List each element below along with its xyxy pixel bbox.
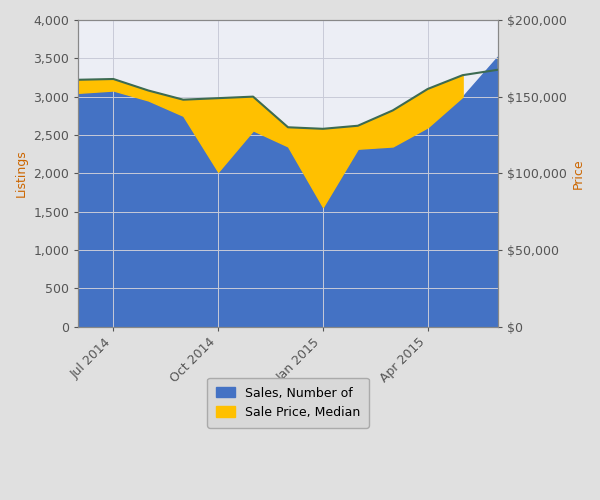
Y-axis label: Listings: Listings bbox=[15, 150, 28, 197]
Legend: Sales, Number of, Sale Price, Median: Sales, Number of, Sale Price, Median bbox=[207, 378, 369, 428]
Y-axis label: Price: Price bbox=[572, 158, 585, 188]
